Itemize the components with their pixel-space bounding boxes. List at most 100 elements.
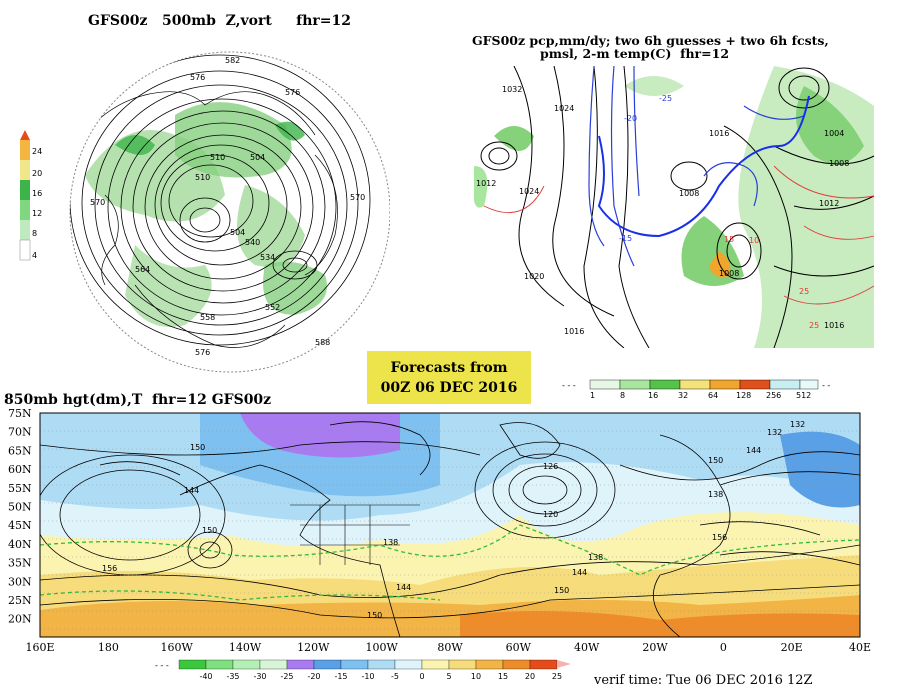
contour-label: 150 <box>708 456 723 465</box>
contour-label: 150 <box>202 526 217 535</box>
svg-text:504: 504 <box>250 153 265 162</box>
lat-tick-label: 55N <box>8 482 32 495</box>
lon-tick-label: 0 <box>720 641 727 654</box>
colorbar-500mb: 24 20 16 12 8 4 <box>19 130 42 261</box>
contour-label: 126 <box>543 462 558 471</box>
colorbar-tick-label: 20 <box>525 672 535 681</box>
forecast-time-box: Forecasts from 00Z 06 DEC 2016 <box>367 351 531 404</box>
svg-text:12: 12 <box>32 209 42 218</box>
lon-tick-label: 100W <box>366 641 399 654</box>
panel-850mb-title: 850mb hgt(dm),T fhr=12 GFS00z <box>4 392 272 408</box>
contour-label: 150 <box>367 611 382 620</box>
lat-tick-label: 35N <box>8 557 32 570</box>
svg-text:- - -: - - - <box>562 381 576 390</box>
lon-tick-label: 160E <box>25 641 54 654</box>
svg-text:510: 510 <box>210 153 225 162</box>
svg-text:8: 8 <box>32 229 37 238</box>
lon-tick-label: 180 <box>98 641 119 654</box>
colorbar-swatch <box>178 659 207 670</box>
colorbar-swatch <box>259 659 288 670</box>
contour-label: 138 <box>383 538 398 547</box>
colorbar-swatch <box>529 659 558 670</box>
forecast-box-line2: 00Z 06 DEC 2016 <box>380 379 518 396</box>
colorbar-swatch <box>232 659 261 670</box>
svg-text:1016: 1016 <box>564 327 584 336</box>
svg-text:1: 1 <box>590 391 595 400</box>
svg-text:570: 570 <box>350 193 365 202</box>
colorbar-tick-label: 15 <box>498 672 508 681</box>
lat-tick-label: 40N <box>8 538 32 551</box>
contour-label: 132 <box>767 428 782 437</box>
colorbar-swatch <box>394 659 423 670</box>
colorbar-tick-label: -40 <box>199 672 212 681</box>
colorbar-swatch <box>205 659 234 670</box>
colorbar-swatch <box>448 659 477 670</box>
colorbar-tick-label: -10 <box>361 672 374 681</box>
contour-label: 150 <box>190 443 205 452</box>
colorbar-tick-label: 0 <box>419 672 424 681</box>
svg-text:1024: 1024 <box>519 187 539 196</box>
colorbar-swatch <box>367 659 396 670</box>
svg-text:20: 20 <box>32 169 42 178</box>
lon-tick-label: 160W <box>161 641 194 654</box>
lat-tick-label: 75N <box>8 407 32 420</box>
colorbar-tick-label: -5 <box>391 672 399 681</box>
svg-text:24: 24 <box>32 147 42 156</box>
svg-text:256: 256 <box>766 391 781 400</box>
svg-text:16: 16 <box>32 189 42 198</box>
lat-tick-label: 45N <box>8 519 32 532</box>
colorbar-tick-label: 10 <box>471 672 481 681</box>
lat-tick-label: 60N <box>8 463 32 476</box>
svg-text:25: 25 <box>799 287 809 296</box>
svg-text:-20: -20 <box>624 114 637 123</box>
svg-text:- -: - - <box>822 381 830 390</box>
svg-text:510: 510 <box>195 173 210 182</box>
lat-tick-label: 20N <box>8 613 32 626</box>
map-850mb: 150 144 156 150 138 150 126 120 132 138 … <box>8 407 871 654</box>
svg-text:4: 4 <box>32 251 37 260</box>
svg-text:558: 558 <box>200 313 215 322</box>
colorbar-tick-label: 5 <box>446 672 451 681</box>
svg-text:570: 570 <box>90 198 105 207</box>
svg-text:576: 576 <box>190 73 205 82</box>
contour-label: 132 <box>790 420 805 429</box>
lon-tick-label: 80W <box>437 641 463 654</box>
panel-500mb-title: GFS00z 500mb Z,vort fhr=12 <box>88 13 351 29</box>
svg-text:582: 582 <box>225 56 240 65</box>
svg-text:15: 15 <box>724 235 734 244</box>
contour-label: 150 <box>554 586 569 595</box>
svg-text:128: 128 <box>736 391 751 400</box>
svg-text:-25: -25 <box>659 94 672 103</box>
colorbar-swatch <box>502 659 531 670</box>
svg-text:- - -: - - - <box>155 661 169 670</box>
colorbar-tick-label: -25 <box>280 672 293 681</box>
svg-text:32: 32 <box>678 391 688 400</box>
forecast-box-line1: Forecasts from <box>390 359 508 376</box>
lon-tick-label: 20E <box>781 641 803 654</box>
contour-label: 120 <box>543 510 558 519</box>
lon-tick-label: 40W <box>574 641 600 654</box>
lat-tick-label: 30N <box>8 575 32 588</box>
contour-label: 144 <box>746 446 761 455</box>
precip-map: 1032 1024 1012 1024 1020 1016 1016 1004 1008… <box>474 66 876 348</box>
svg-text:1016: 1016 <box>709 129 729 138</box>
colorbar-precip: - - - - - 1 8 16 32 64 128 256 512 <box>562 379 830 400</box>
colorbar-swatch <box>421 659 450 670</box>
colorbar-tick-label: 25 <box>552 672 562 681</box>
svg-text:534: 534 <box>260 253 275 262</box>
lon-tick-label: 60W <box>506 641 532 654</box>
svg-text:512: 512 <box>796 391 811 400</box>
svg-text:1004: 1004 <box>824 129 844 138</box>
verif-time: verif time: Tue 06 DEC 2016 12Z <box>594 673 813 688</box>
lat-tick-label: 65N <box>8 444 32 457</box>
colorbar-swatch <box>313 659 342 670</box>
svg-text:1032: 1032 <box>502 85 522 94</box>
lon-tick-label: 120W <box>297 641 330 654</box>
colorbar-tick-label: -20 <box>307 672 320 681</box>
svg-text:1020: 1020 <box>524 272 544 281</box>
panel-precip-title-line1: GFS00z pcp,mm/dy; two 6h guesses + two 6… <box>472 33 829 48</box>
lon-tick-label: 140W <box>229 641 262 654</box>
svg-text:1008: 1008 <box>719 269 739 278</box>
contour-label: 144 <box>396 583 411 592</box>
